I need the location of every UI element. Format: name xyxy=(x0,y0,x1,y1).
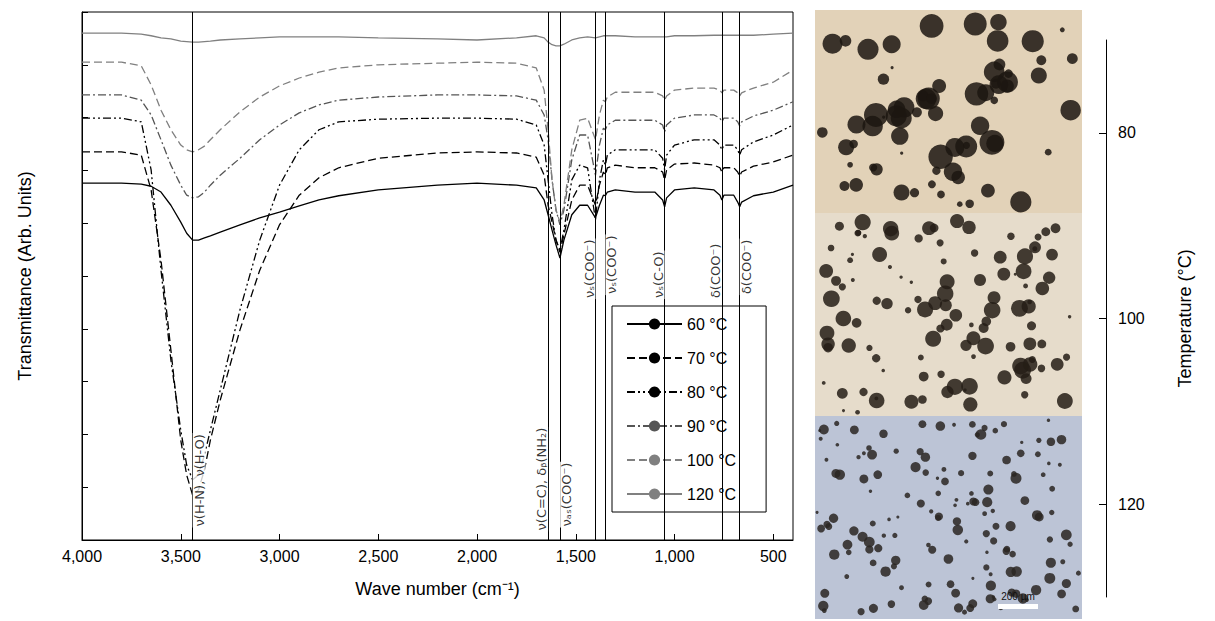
svg-text:ν(C=C), δᵦ(NH₂): ν(C=C), δᵦ(NH₂) xyxy=(534,428,549,531)
svg-text:120: 120 xyxy=(1118,496,1145,513)
svg-text:120 °C: 120 °C xyxy=(687,486,736,503)
svg-text:1,000: 1,000 xyxy=(654,548,694,565)
svg-text:100: 100 xyxy=(1118,310,1145,327)
svg-text:δ(COO⁻): δ(COO⁻) xyxy=(708,244,723,299)
svg-text:3,000: 3,000 xyxy=(259,548,299,565)
svg-text:500: 500 xyxy=(760,548,787,565)
svg-text:70 °C: 70 °C xyxy=(687,350,727,367)
svg-text:ν(H-N), ν(H-O): ν(H-N), ν(H-O) xyxy=(192,434,207,526)
svg-text:1,500: 1,500 xyxy=(556,548,596,565)
svg-text:νₛ(C-O): νₛ(C-O) xyxy=(651,251,666,298)
svg-text:Wave number (cm⁻¹): Wave number (cm⁻¹) xyxy=(355,579,519,599)
svg-text:δ(COO⁻): δ(COO⁻) xyxy=(739,240,754,295)
svg-text:νₐₛ(COO⁻): νₐₛ(COO⁻) xyxy=(559,463,574,527)
svg-text:200 µm: 200 µm xyxy=(1001,591,1035,602)
svg-text:80: 80 xyxy=(1118,124,1136,141)
svg-text:2,000: 2,000 xyxy=(457,548,497,565)
svg-text:νₛ(COO⁻): νₛ(COO⁻) xyxy=(604,235,619,294)
svg-text:Temperature (°C): Temperature (°C) xyxy=(1175,249,1195,387)
svg-text:3,500: 3,500 xyxy=(161,548,201,565)
svg-text:90 °C: 90 °C xyxy=(687,418,727,435)
svg-text:Transmittance (Arb. Units): Transmittance (Arb. Units) xyxy=(15,171,35,380)
svg-text:100 °C: 100 °C xyxy=(687,452,736,469)
svg-text:60 °C: 60 °C xyxy=(687,316,727,333)
svg-text:4,000: 4,000 xyxy=(62,548,102,565)
svg-text:νₛ(COO⁻): νₛ(COO⁻) xyxy=(582,239,597,298)
svg-text:80 °C: 80 °C xyxy=(687,384,727,401)
svg-text:2,500: 2,500 xyxy=(358,548,398,565)
